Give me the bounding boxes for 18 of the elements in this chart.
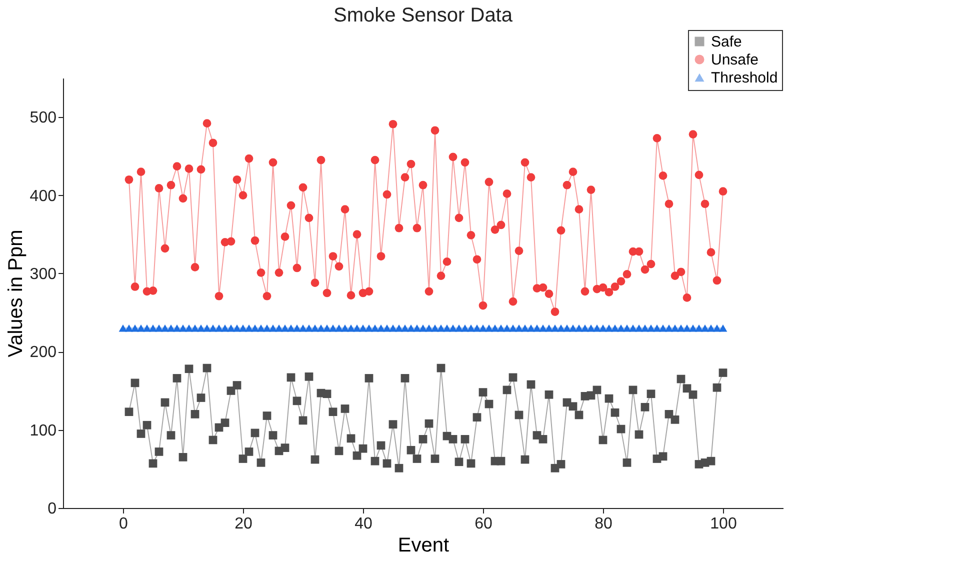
y-tick-label: 0 <box>48 500 57 518</box>
legend-label: Threshold <box>711 70 778 86</box>
y-tick-label: 300 <box>30 266 57 283</box>
legend-label: Unsafe <box>711 52 759 68</box>
x-tick-label: 0 <box>119 516 128 532</box>
x-tick-label: 100 <box>710 516 737 532</box>
y-tick-label: 200 <box>30 344 57 362</box>
y-tick-label: 400 <box>30 188 57 205</box>
x-tick-label: 80 <box>594 516 612 532</box>
x-tick-label: 60 <box>474 516 492 532</box>
x-tick-label: 20 <box>234 516 252 532</box>
y-tick-label: 500 <box>30 110 57 127</box>
x-axis-title: Event <box>398 534 450 556</box>
chart-title: Smoke Sensor Data <box>334 4 514 26</box>
y-axis-title: Values in Ppm <box>4 230 27 358</box>
x-tick-label: 40 <box>354 516 372 532</box>
legend-label: Safe <box>711 34 742 50</box>
y-tick-label: 100 <box>30 422 57 440</box>
